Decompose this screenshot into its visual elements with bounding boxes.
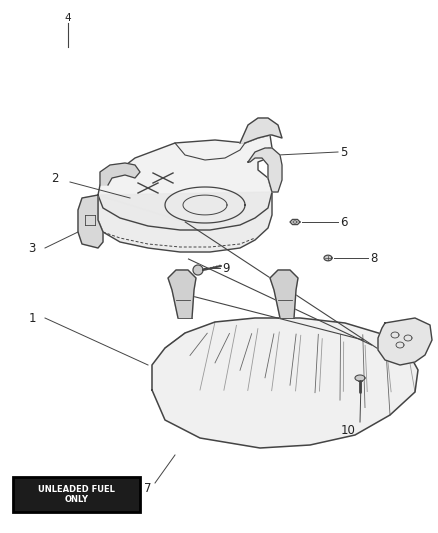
- Polygon shape: [240, 118, 281, 143]
- Polygon shape: [290, 220, 299, 224]
- Text: 6: 6: [339, 215, 347, 229]
- Polygon shape: [78, 195, 103, 248]
- Polygon shape: [247, 148, 281, 192]
- Polygon shape: [269, 270, 297, 318]
- Polygon shape: [152, 318, 417, 448]
- Bar: [13, 477, 140, 512]
- Text: 8: 8: [369, 252, 377, 264]
- Polygon shape: [354, 375, 364, 381]
- Polygon shape: [168, 270, 195, 318]
- Text: 1: 1: [28, 311, 35, 325]
- Polygon shape: [98, 135, 272, 230]
- Polygon shape: [323, 255, 331, 261]
- Text: 4: 4: [64, 13, 71, 23]
- Text: 9: 9: [222, 262, 229, 274]
- Polygon shape: [377, 318, 431, 365]
- Text: 2: 2: [51, 172, 59, 184]
- Polygon shape: [193, 265, 202, 275]
- Polygon shape: [100, 163, 140, 185]
- Text: 5: 5: [339, 146, 346, 158]
- Polygon shape: [98, 192, 272, 252]
- Text: 7: 7: [144, 481, 152, 495]
- Text: 3: 3: [28, 241, 35, 254]
- Text: UNLEADED FUEL
ONLY: UNLEADED FUEL ONLY: [38, 484, 115, 504]
- Text: 10: 10: [340, 424, 355, 437]
